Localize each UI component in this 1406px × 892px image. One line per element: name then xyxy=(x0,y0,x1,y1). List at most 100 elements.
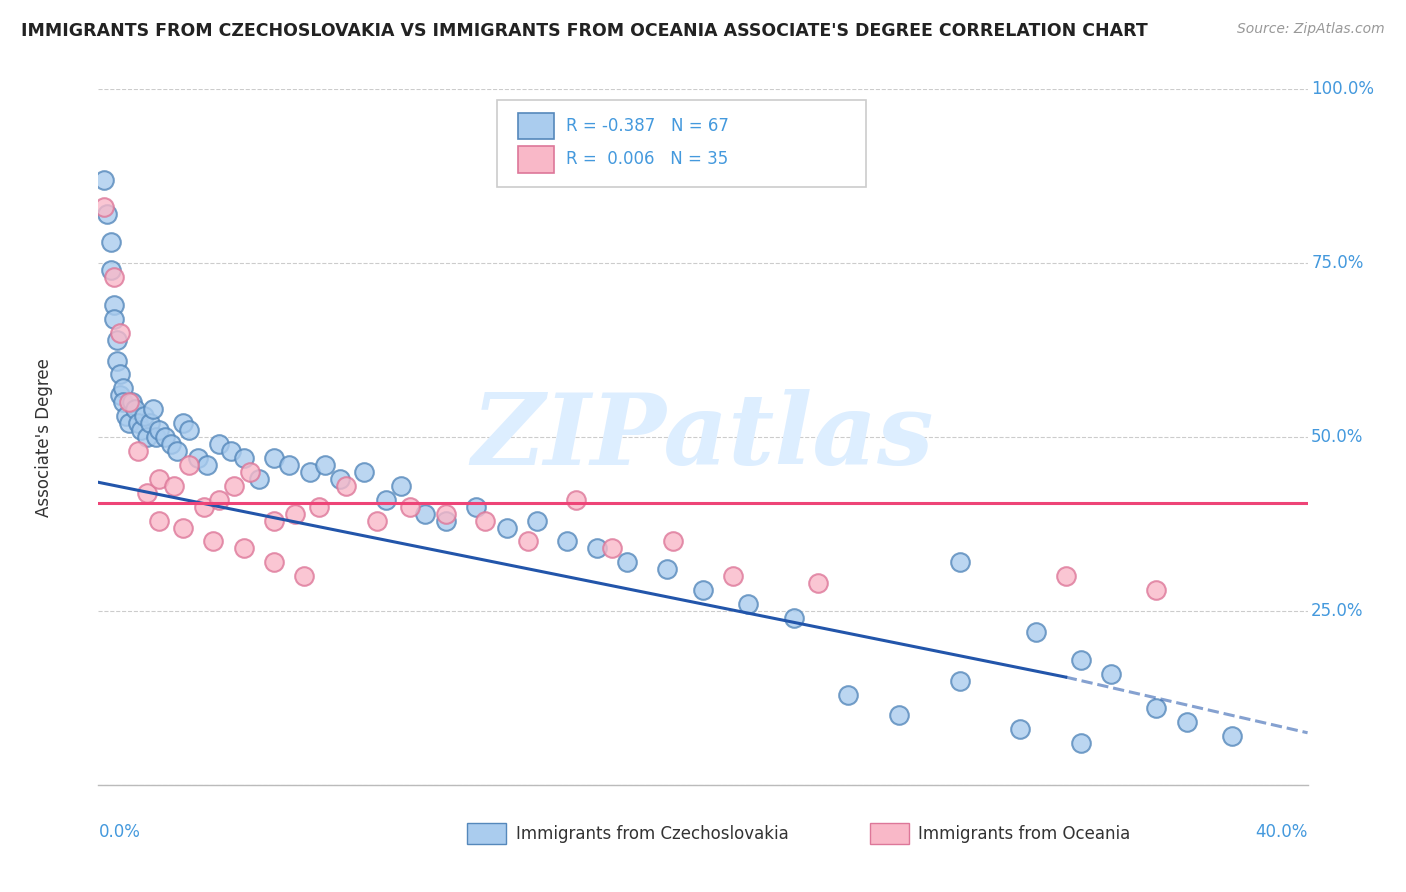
Point xyxy=(314,458,336,472)
Bar xyxy=(517,113,554,139)
Point xyxy=(111,395,134,409)
Point xyxy=(195,458,218,472)
Point xyxy=(1099,666,1122,681)
Point xyxy=(108,388,131,402)
Point xyxy=(247,472,270,486)
Point xyxy=(737,597,759,611)
Point xyxy=(889,708,911,723)
Point xyxy=(93,172,115,186)
Point xyxy=(135,485,157,500)
Text: IMMIGRANTS FROM CZECHOSLOVAKIA VS IMMIGRANTS FROM OCEANIA ASSOCIATE'S DEGREE COR: IMMIGRANTS FROM CZECHOSLOVAKIA VS IMMIGR… xyxy=(21,22,1147,40)
Point xyxy=(692,583,714,598)
Point xyxy=(111,381,134,395)
Point xyxy=(299,465,322,479)
Text: Immigrants from Oceania: Immigrants from Oceania xyxy=(918,825,1130,843)
Point xyxy=(100,235,122,250)
Point xyxy=(284,507,307,521)
Text: 0.0%: 0.0% xyxy=(98,823,141,841)
Point xyxy=(103,270,125,285)
Point xyxy=(129,423,152,437)
Point xyxy=(208,437,231,451)
Point xyxy=(474,514,496,528)
Point xyxy=(148,423,170,437)
Point xyxy=(103,298,125,312)
Point xyxy=(721,569,744,583)
Point xyxy=(163,479,186,493)
Point xyxy=(1054,569,1077,583)
Text: ZIPatlas: ZIPatlas xyxy=(472,389,934,485)
Point xyxy=(145,430,167,444)
Point xyxy=(142,402,165,417)
Point xyxy=(1070,736,1092,750)
Point xyxy=(353,465,375,479)
Point xyxy=(434,507,457,521)
Point xyxy=(277,458,299,472)
Point xyxy=(661,534,683,549)
Point xyxy=(96,207,118,221)
Point xyxy=(807,576,830,591)
Point xyxy=(135,430,157,444)
Point xyxy=(565,492,588,507)
Point xyxy=(1010,723,1032,737)
Point xyxy=(148,514,170,528)
Point xyxy=(782,611,804,625)
Bar xyxy=(870,823,908,844)
Point xyxy=(202,534,225,549)
Point xyxy=(221,444,243,458)
Point xyxy=(366,514,388,528)
Text: R = -0.387   N = 67: R = -0.387 N = 67 xyxy=(567,117,730,135)
Point xyxy=(389,479,412,493)
Point xyxy=(224,479,246,493)
Point xyxy=(208,492,231,507)
Bar xyxy=(467,823,506,844)
Point xyxy=(263,514,285,528)
Point xyxy=(1024,624,1046,639)
Point xyxy=(586,541,609,556)
Point xyxy=(103,311,125,326)
Point xyxy=(308,500,330,514)
Point xyxy=(398,500,420,514)
Point xyxy=(139,416,162,430)
Point xyxy=(148,472,170,486)
Point xyxy=(465,500,488,514)
Point xyxy=(1220,729,1243,743)
Point xyxy=(949,555,972,569)
Point xyxy=(172,416,194,430)
Point xyxy=(526,514,548,528)
Point xyxy=(555,534,578,549)
FancyBboxPatch shape xyxy=(498,100,866,186)
Text: 50.0%: 50.0% xyxy=(1312,428,1364,446)
Text: 40.0%: 40.0% xyxy=(1256,823,1308,841)
Point xyxy=(132,409,155,424)
Point xyxy=(93,201,115,215)
Point xyxy=(374,492,396,507)
Text: Source: ZipAtlas.com: Source: ZipAtlas.com xyxy=(1237,22,1385,37)
Point xyxy=(1144,583,1167,598)
Text: 100.0%: 100.0% xyxy=(1312,80,1374,98)
Text: R =  0.006   N = 35: R = 0.006 N = 35 xyxy=(567,151,728,169)
Point xyxy=(153,430,176,444)
Point xyxy=(232,450,254,465)
Text: 25.0%: 25.0% xyxy=(1312,602,1364,620)
Point xyxy=(434,514,457,528)
Point xyxy=(949,673,972,688)
Point xyxy=(495,520,517,534)
Point xyxy=(239,465,262,479)
Point xyxy=(121,395,143,409)
Point xyxy=(232,541,254,556)
Point xyxy=(108,326,131,340)
Point xyxy=(100,263,122,277)
Point xyxy=(329,472,352,486)
Point xyxy=(160,437,183,451)
Point xyxy=(1175,715,1198,730)
Point xyxy=(105,353,128,368)
Point xyxy=(108,368,131,382)
Point xyxy=(1144,701,1167,715)
Point xyxy=(413,507,436,521)
Text: Associate's Degree: Associate's Degree xyxy=(35,358,53,516)
Point xyxy=(177,458,201,472)
Point xyxy=(172,520,194,534)
Point xyxy=(166,444,188,458)
Bar xyxy=(517,146,554,173)
Point xyxy=(177,423,201,437)
